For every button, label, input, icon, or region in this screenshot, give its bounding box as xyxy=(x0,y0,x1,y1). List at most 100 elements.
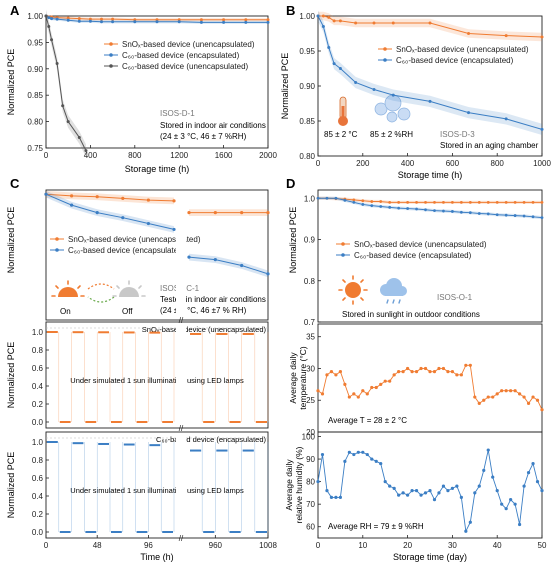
panel-d-bot-xtick-label: 50 xyxy=(538,541,547,550)
panel-d-top-series-1-point xyxy=(325,196,329,200)
panel-d-temperature-point xyxy=(414,370,419,374)
panel-a-series-0-point xyxy=(155,18,159,22)
panel-a-series-0-point xyxy=(133,18,137,22)
panel-d-humidity-point xyxy=(531,461,535,466)
panel-b-series-0-point xyxy=(467,32,471,35)
panel-c-series-1-line xyxy=(188,256,269,275)
panel-d-top-series-0-point xyxy=(379,200,383,203)
panel-d-temperature-point xyxy=(406,366,410,371)
panel-d-top-series-0-point xyxy=(477,200,481,204)
panel-d-temperature-point xyxy=(419,366,423,371)
panel-d-humidity-point xyxy=(526,470,531,475)
panel-d-top-series-1-point xyxy=(379,205,383,208)
panel-a-axes xyxy=(45,15,269,149)
panel-d-top-series-0-point xyxy=(388,200,392,204)
panel-b-xtick-label: 400 xyxy=(401,159,415,168)
panel-a-series-2-point xyxy=(66,120,70,124)
panel-d-temperature-point xyxy=(513,389,517,393)
panel-b-legend-label: SnOₓ-based device (unencapsulated) xyxy=(396,45,529,54)
panel-d-top-series-1-point xyxy=(433,209,436,213)
panel-a-series-2-point xyxy=(44,14,48,18)
panel-d-temperature-point xyxy=(423,366,428,371)
panel-d-top-series-1-point xyxy=(415,207,418,211)
panel-c-xtick-label: 960 xyxy=(209,541,223,550)
panel-a-ytick-label: 0.95 xyxy=(27,38,43,47)
panel-a-series-1-point xyxy=(266,20,270,24)
panel-d-temperature-point xyxy=(509,389,513,393)
panel-a-series-0-point xyxy=(88,17,92,21)
panel-c-xlabel: Time (h) xyxy=(140,552,173,562)
panel-d-humidity-point xyxy=(383,480,387,484)
panel-a-ytick-label: 0.80 xyxy=(27,118,43,127)
panel-d-top-series-0-point xyxy=(442,200,445,204)
panel-a-series-1-point xyxy=(177,20,181,24)
panel-c-snox-ytick-label: 0.6 xyxy=(32,364,44,373)
panel-a-xtick-label: 0 xyxy=(44,151,49,160)
panel-a-xtick-label: 2000 xyxy=(259,151,277,160)
panel-a-ylabel: Normalized PCE xyxy=(6,49,16,116)
panel-d-temperature-point xyxy=(518,392,522,396)
panel-d-temperature-point xyxy=(531,395,535,399)
panel-d-top-series-1-point xyxy=(424,208,427,212)
panel-c-snox-title: SnOₓ-based device (unencapsulated) xyxy=(142,325,267,334)
panel-d-mid-ytick-label: 30 xyxy=(306,364,315,373)
panel-d-top-series-0-point xyxy=(486,200,490,204)
panel-a-series-2-point xyxy=(61,104,65,108)
panel-d-humidity-point xyxy=(356,450,360,454)
panel-d-humidity-point xyxy=(361,450,365,454)
panel-d-mid-ytick-label: 25 xyxy=(306,396,315,405)
panel-d-temperature-point xyxy=(397,370,401,374)
panel-c-xtick-label: 48 xyxy=(93,541,102,550)
panel-d-legend-label: C₆₀-based device (encapsulated) xyxy=(354,251,472,260)
panel-d-bot-ytick-label: 60 xyxy=(306,523,315,532)
panel-d-humidity-point xyxy=(316,480,320,484)
panel-d-legend-label: SnOₓ-based device (unencapsulated) xyxy=(354,240,487,249)
panel-d-humidity-point xyxy=(397,493,401,497)
panel-c-snox-ytick-label: 0.4 xyxy=(32,382,44,391)
panel-b-series-0-point xyxy=(321,14,325,18)
panel-a-xlabel: Storage time (h) xyxy=(125,164,190,174)
panel-b-condition: Stored in an aging chamber xyxy=(440,141,539,150)
panel-d-temperature-point xyxy=(410,370,414,374)
panel-c-legend-label: C₆₀-based device (encapsulated) xyxy=(68,246,186,255)
panel-d-ylabel-mid: Average dailytemperature (°C) xyxy=(288,346,308,410)
panel-d-top-series-1-point xyxy=(486,212,490,216)
panel-c-top-axes xyxy=(45,189,269,321)
panel-d-humidity-point xyxy=(406,493,410,497)
panel-d-humidity-point xyxy=(347,450,351,454)
panel-d-humidity-point xyxy=(352,452,356,457)
panel-c-c60-illumination: Under simulated 1 sun illumination using… xyxy=(70,486,244,495)
panel-d-bot-axes xyxy=(317,431,543,539)
panel-d-temperature-point xyxy=(482,398,486,402)
panel-a-ytick-label: 0.85 xyxy=(27,91,43,100)
panel-a-xtick-label: 400 xyxy=(84,151,98,160)
panel-c-ylabel-bot: Normalized PCE xyxy=(6,452,16,519)
panel-b-series-0-point xyxy=(540,35,544,39)
panel-a-series-2-line xyxy=(45,15,87,151)
panel-a-series-1-point xyxy=(155,20,159,24)
panel-d-humidity-point xyxy=(428,489,432,493)
panel-d-bot-ytick-label: 90 xyxy=(306,455,315,464)
panel-d-humidity-point xyxy=(410,489,414,493)
panel-c-axis-break-mark: // xyxy=(179,316,184,325)
cycle-arrows-icon xyxy=(87,283,115,303)
panel-d-protocol: ISOS-O-1 xyxy=(437,293,473,302)
panel-c-series-1-point xyxy=(187,255,191,259)
chart-marks: 0 400 800 1200 1600 20000.750.800.850.900.951… xyxy=(27,9,551,550)
panel-c-off-label: Off xyxy=(122,307,133,316)
panel-b-series-1-error-band xyxy=(318,10,542,135)
panel-d-mid-ytick-label: 35 xyxy=(306,333,315,342)
panel-a-series-0-line xyxy=(45,15,268,21)
panel-a-series-0-point xyxy=(111,17,115,21)
panel-d-temperature-point xyxy=(316,389,320,393)
panel-d-top-series-0-point xyxy=(522,200,526,204)
panel-d-top-series-0-point xyxy=(531,200,535,204)
panel-d-temperature-point xyxy=(401,370,405,374)
panel-b-series-0-point xyxy=(372,21,376,25)
panel-a-condition: Stored in indoor air conditions xyxy=(160,121,266,130)
panel-d-top-ytick-label: 0.9 xyxy=(304,236,316,245)
panel-c-legend-marker xyxy=(55,237,59,241)
panel-d-humidity-point xyxy=(379,461,383,466)
panel-c-axis-break-gap xyxy=(176,323,186,427)
